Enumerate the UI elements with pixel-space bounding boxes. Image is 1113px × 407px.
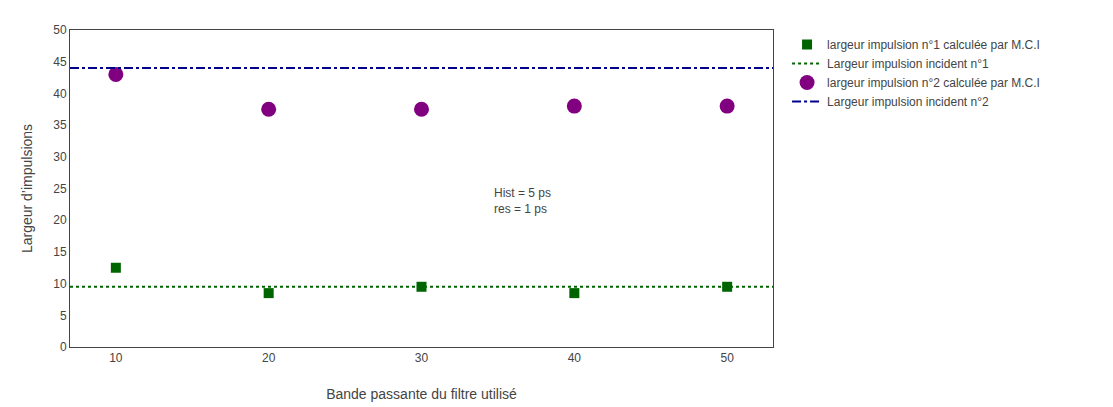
svg-text:20: 20	[262, 351, 276, 365]
svg-text:Largeur d’impulsions: Largeur d’impulsions	[19, 124, 35, 253]
svg-text:20: 20	[53, 213, 67, 227]
svg-text:10: 10	[53, 277, 67, 291]
svg-text:0: 0	[60, 340, 67, 354]
svg-text:Hist = 5 psres = 1 ps: Hist = 5 psres = 1 ps	[494, 186, 551, 216]
svg-text:largeur impulsion n°1 calculée: largeur impulsion n°1 calculée par M.C.I	[827, 38, 1040, 52]
svg-text:largeur impulsion n°2 calculée: largeur impulsion n°2 calculée par M.C.I	[827, 76, 1040, 90]
svg-text:30: 30	[415, 351, 429, 365]
svg-text:50: 50	[53, 23, 67, 37]
svg-text:45: 45	[53, 55, 67, 69]
svg-text:40: 40	[53, 87, 67, 101]
svg-text:40: 40	[568, 351, 582, 365]
svg-text:35: 35	[53, 118, 67, 132]
svg-text:50: 50	[720, 351, 734, 365]
svg-text:Largeur impulsion incident n°2: Largeur impulsion incident n°2	[827, 95, 989, 109]
svg-text:5: 5	[60, 309, 67, 323]
svg-text:25: 25	[53, 182, 67, 196]
svg-text:Largeur impulsion incident n°1: Largeur impulsion incident n°1	[827, 57, 989, 71]
svg-text:15: 15	[53, 245, 67, 259]
svg-text:Bande passante du filtre utili: Bande passante du filtre utilisé	[326, 386, 517, 402]
svg-text:30: 30	[53, 150, 67, 164]
svg-text:10: 10	[109, 351, 123, 365]
